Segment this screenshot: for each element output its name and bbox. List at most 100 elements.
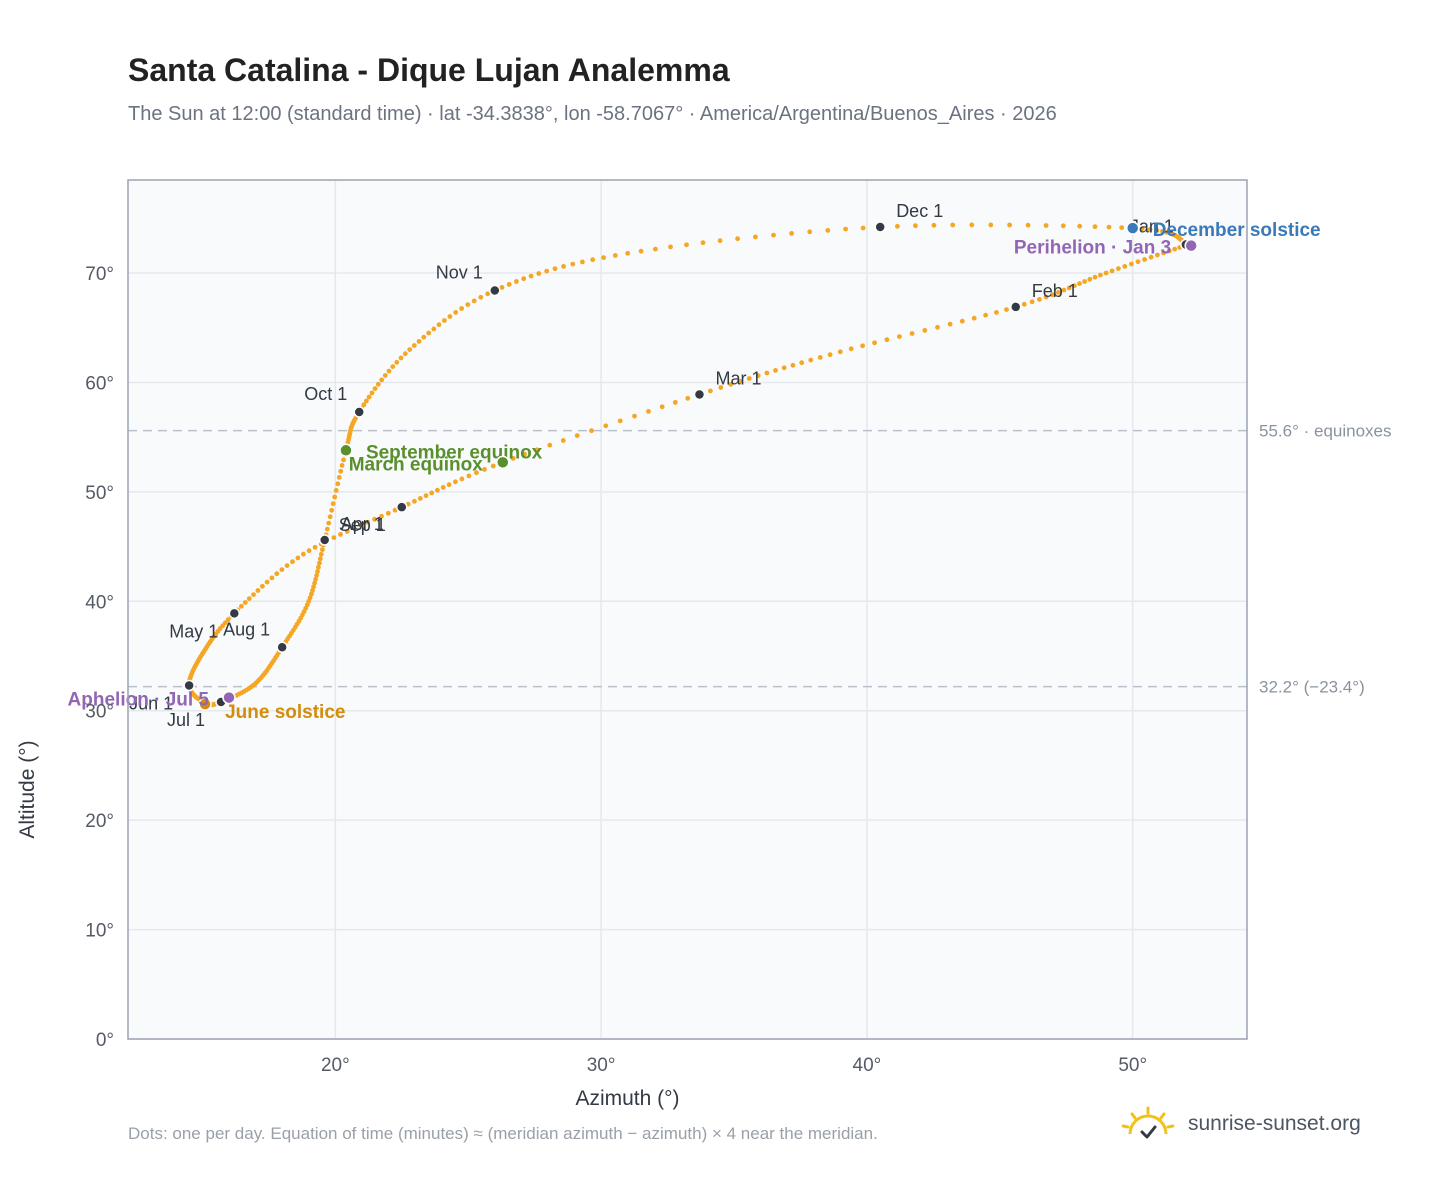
daily-sun-dot [260,583,265,589]
daily-sun-dot [534,447,540,453]
daily-sun-dot [372,516,377,522]
daily-sun-dot [375,381,381,387]
daily-sun-dot [311,584,316,590]
daily-sun-dot [1164,230,1170,235]
daily-sun-dot [324,526,330,532]
daily-sun-dot [1148,254,1154,260]
daily-sun-dot [361,402,367,408]
month-marker-label: Oct 1 [304,384,347,404]
daily-sun-dot [589,428,594,434]
y-tick-label: 40° [85,592,114,613]
event-marker [1125,221,1140,235]
month-marker-label: Feb 1 [1032,281,1078,301]
daily-sun-dot [369,390,375,396]
daily-sun-dot [411,343,417,348]
daily-sun-dot [499,285,505,290]
daily-sun-dot [330,501,336,507]
daily-sun-dot [482,467,487,472]
y-tick-label: 0° [96,1030,114,1051]
month-marker [276,641,288,654]
daily-sun-dot [306,598,312,604]
daily-sun-dot [338,532,343,537]
daily-sun-dot [913,223,918,229]
daily-sun-dot [580,259,585,265]
month-marker-label: Jul 1 [167,710,205,730]
daily-sun-dot [331,535,337,540]
daily-sun-dot [417,496,423,501]
daily-sun-dot [398,355,404,361]
daily-sun-dot [490,463,496,469]
event-marker [1184,238,1198,253]
daily-sun-dot [522,451,527,457]
daily-sun-dot [1109,268,1115,274]
axes: 20° 30° 40° 50° 0° 10° 20° 30° 40° 50° 60° 70° Azimu… [16,264,1147,1110]
daily-sun-dot [1072,283,1077,289]
month-marker [318,534,331,546]
daily-sun-dot [1029,299,1035,305]
daily-sun-dot [1066,285,1072,291]
daily-sun-dot [478,294,484,300]
daily-sun-dot [1172,246,1178,252]
footnote: Dots: one per day. Equation of time (min… [128,1124,878,1143]
daily-sun-dot [1135,259,1141,265]
daily-sun-dot [808,357,814,363]
daily-sun-dot [312,544,318,550]
daily-sun-dot [718,385,724,390]
x-tick-label: 20° [321,1055,350,1076]
daily-sun-dot [1050,292,1055,298]
daily-sun-dot [1092,224,1098,230]
daily-sun-dot [827,352,833,358]
daily-sun-dot [860,343,865,349]
daily-sun-dot [402,351,408,357]
brand[interactable]: sunrise-sunset.org [1120,1104,1361,1144]
daily-sun-dot [755,373,761,379]
daily-sun-dot [459,306,464,311]
daily-sun-dot [560,438,566,443]
daily-sun-dot [685,395,691,401]
daily-sun-dot [860,225,866,231]
daily-sun-dot [1116,266,1121,271]
y-tick-label: 10° [85,921,114,942]
daily-sun-dot [561,264,566,269]
daily-sun-dot [717,238,723,244]
month-marker [489,284,501,297]
daily-sun-dot [246,596,252,601]
daily-sun-dot [394,359,400,365]
daily-sun-dot [309,591,314,597]
event-label: March equinox [349,454,484,475]
daily-sun-dot [659,404,665,410]
daily-sun-dot [1025,222,1031,228]
month-marker [396,501,408,513]
daily-sun-dot [773,368,778,373]
daily-sun-dot [552,266,558,272]
reference-line-label: 55.6° · equinoxes [1259,422,1392,441]
daily-sun-dot [366,394,372,400]
daily-sun-dot [242,600,248,605]
daily-sun-dot [365,519,371,525]
daily-sun-dot [390,364,396,369]
month-marker-label: May 1 [169,621,218,641]
event-marker [222,690,236,705]
grid [128,180,1247,1040]
daily-sun-dot [601,255,606,260]
daily-sun-dot [379,513,384,519]
daily-sun-dot [1082,279,1087,284]
daily-sun-dot [700,240,706,246]
chart-subtitle: The Sun at 12:00 (standard time) · lat -… [128,103,1057,125]
month-marker-label: Aug 1 [223,619,270,639]
daily-sun-dot [753,234,758,240]
daily-sun-dot [447,314,453,319]
plot-area [128,180,1247,1039]
daily-sun-dot [344,529,350,534]
daily-sun-dot [312,580,317,586]
daily-sun-dot [329,507,335,513]
daily-sun-dot [459,476,465,482]
daily-sun-dot [1061,287,1067,293]
daily-sun-dot [453,310,459,315]
month-marker [183,679,195,692]
daily-sun-dot [536,271,542,276]
daily-sun-dot [435,487,440,493]
daily-sun-dot [1004,307,1009,312]
